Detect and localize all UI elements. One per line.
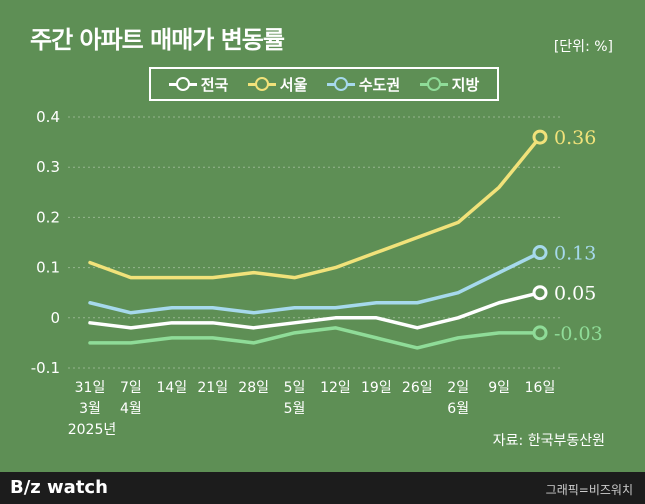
x-tick-label: 2025년 [68,422,117,438]
x-tick-label: 31일 [75,380,106,396]
legend-label: 전국 [200,75,229,94]
legend-item: 서울 [247,74,308,95]
source-label: 자료: 한국부동산원 [492,433,605,449]
series-end-label: 0.13 [554,243,596,265]
footer-bar: B/z watch 그래픽=비즈워치 [0,472,645,504]
legend-swatch [247,77,276,91]
x-tick-label: 3월 [79,401,101,417]
series-end-marker [532,129,548,145]
y-tick-label: 0.3 [36,158,60,176]
legend-swatch-marker [426,77,441,91]
series-end-label: 0.36 [554,127,596,149]
legend-swatch-marker [175,77,190,91]
x-tick-label: 2일 [447,380,469,396]
legend-swatch [326,77,355,91]
x-tick-label: 5일 [284,380,306,396]
x-tick-label: 6월 [447,401,469,417]
graphic-credit: 그래픽=비즈워치 [545,483,633,497]
series-line [88,326,542,350]
y-tick-label: -0.1 [31,359,60,377]
series-line [88,135,542,280]
legend-label: 지방 [451,75,480,94]
x-tick-label: 7일 [120,380,142,396]
y-tick-label: 0.2 [36,208,60,226]
x-tick-label: 16일 [525,380,556,396]
legend: 전국 서울 수도권 지방 [149,67,499,101]
x-tick-label: 5월 [284,401,306,417]
series-end-label: -0.03 [554,323,603,345]
x-tick-label: 12일 [320,380,351,396]
x-tick-label: 21일 [197,380,228,396]
series-end-marker [532,285,548,301]
x-tick-label: 26일 [402,380,433,396]
y-tick-label: 0.1 [36,259,60,277]
chart-title: 주간 아파트 매매가 변동률 [30,26,285,54]
unit-label: [단위: %] [553,39,613,55]
legend-label: 서울 [279,75,308,94]
x-tick-label: 14일 [156,380,187,396]
series-line [88,290,542,330]
x-tick-label: 19일 [361,380,392,396]
x-tick-label: 9일 [488,380,510,396]
legend-swatch-marker [333,77,348,91]
x-tick-label: 4월 [120,401,142,417]
brand-logo: B/z watch [10,477,108,498]
x-tick-label: 28일 [238,380,269,396]
legend-swatch-marker [254,77,269,91]
legend-item: 수도권 [326,74,401,95]
series-end-label: 0.05 [554,283,596,305]
series-end-marker [532,245,548,261]
series-end-marker [532,325,548,341]
legend-item: 지방 [419,74,480,95]
y-tick-label: 0 [50,309,60,327]
legend-swatch [168,77,197,91]
legend-label: 수도권 [358,75,401,94]
series-line [88,250,542,315]
legend-swatch [419,77,448,91]
legend-item: 전국 [168,74,229,95]
line-chart: 0.4 0.3 0.2 0.1 0 -0.1 31일 3월 2025년 7일 4월 14일 21일 28일… [31,108,603,438]
y-tick-label: 0.4 [36,108,60,126]
